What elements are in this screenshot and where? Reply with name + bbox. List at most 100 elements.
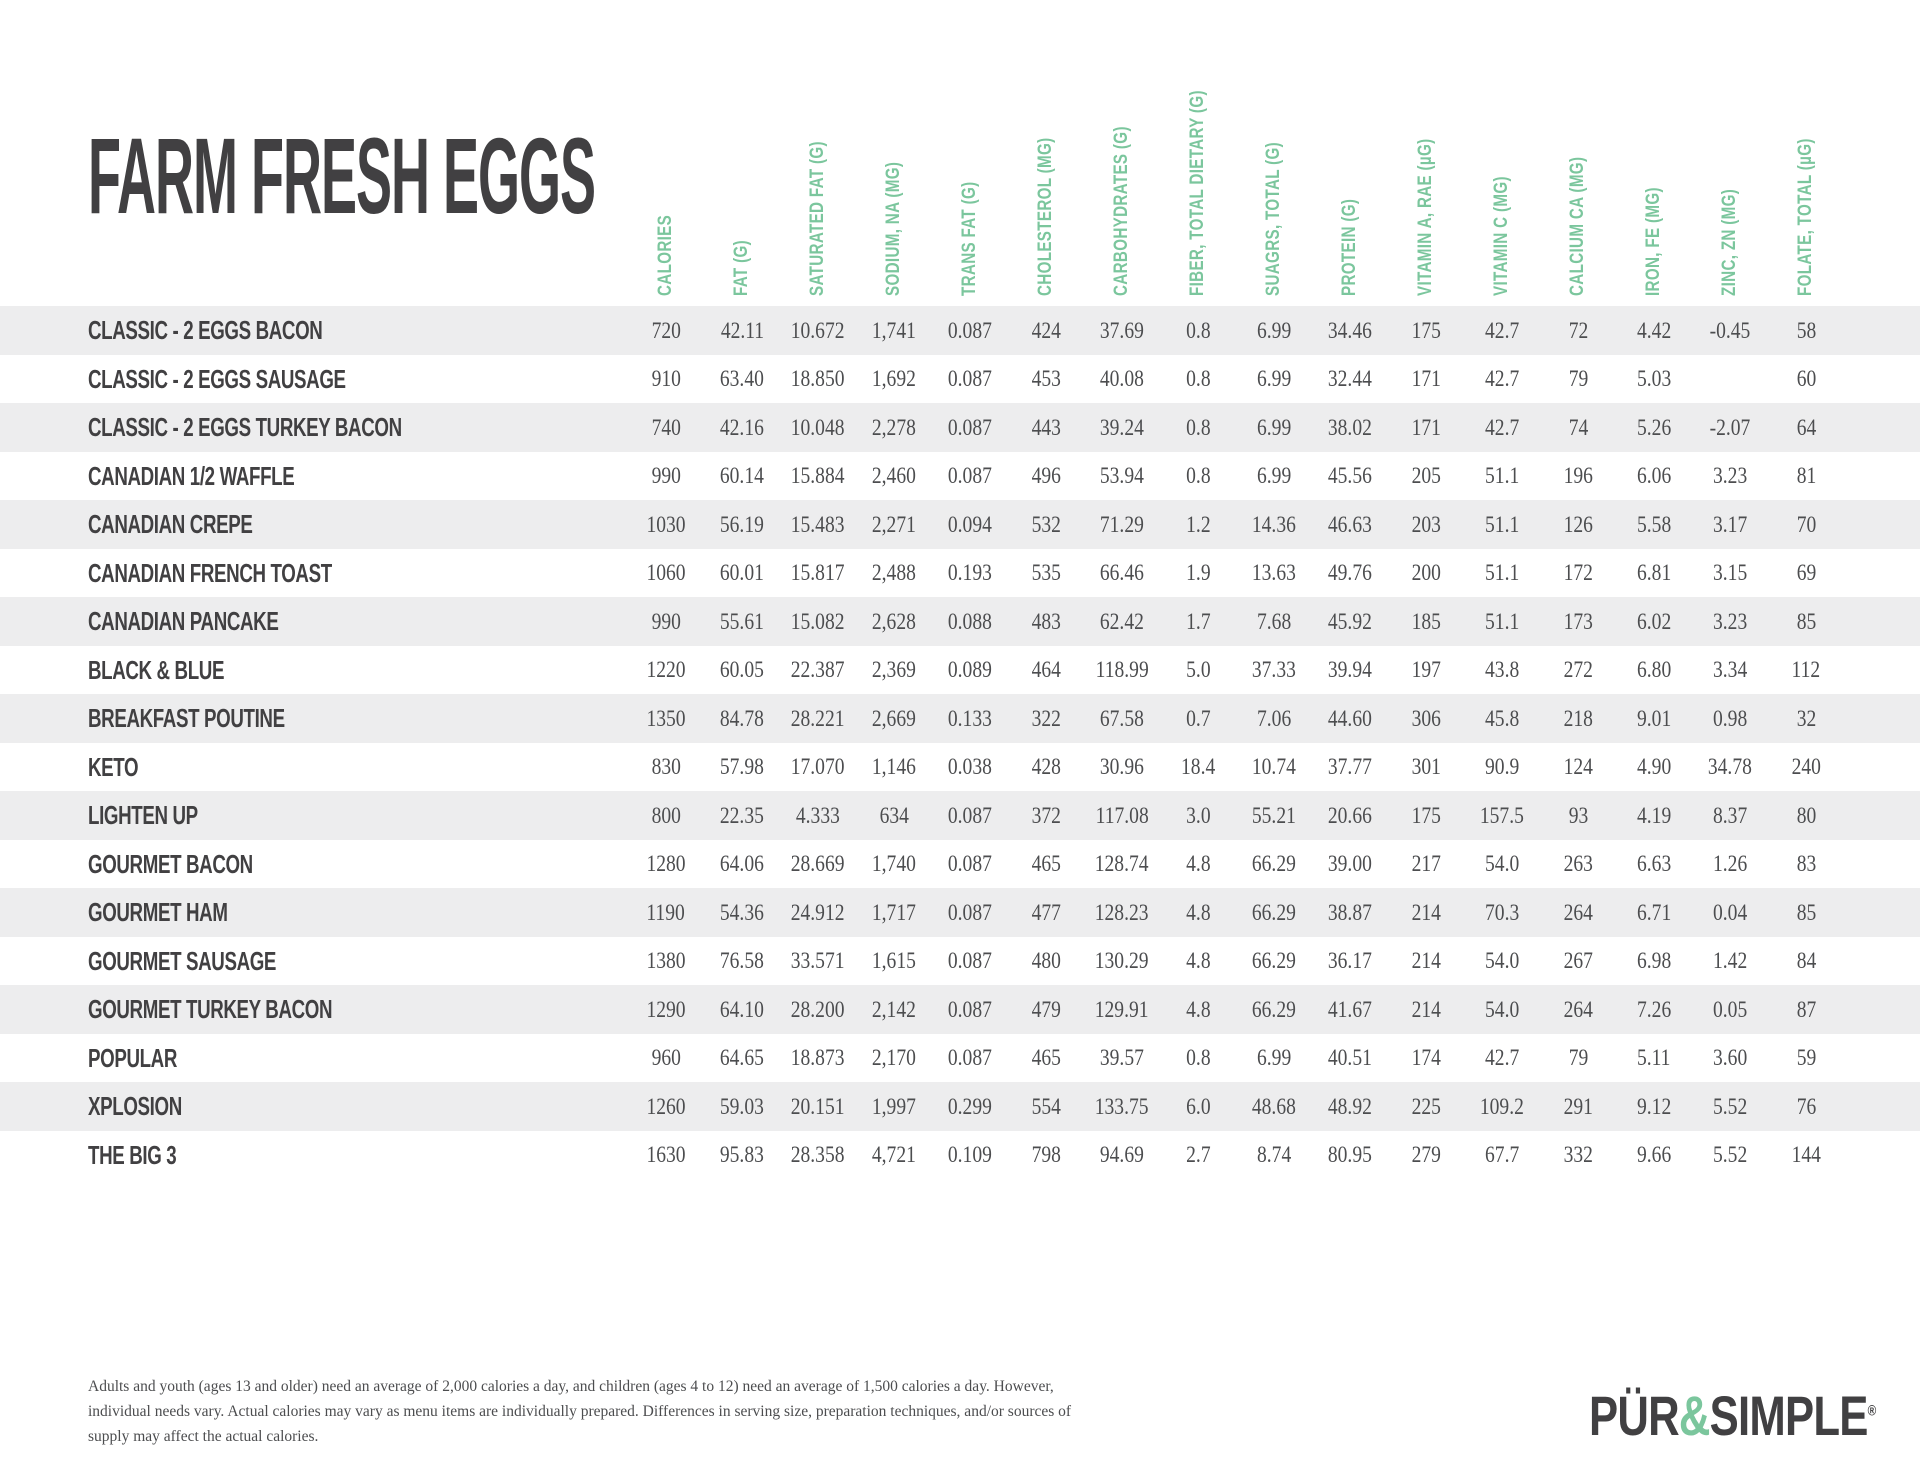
row-name: KETO: [0, 754, 628, 780]
nutrition-cell: 5.52: [1692, 1095, 1768, 1118]
nutrition-value: 30.96: [1100, 754, 1144, 780]
nutrition-value: 1,997: [872, 1093, 916, 1119]
nutrition-value: 79: [1568, 1045, 1588, 1071]
nutrition-cell: 4.19: [1616, 804, 1692, 827]
table-row: BREAKFAST POUTINE 1350 84.78 28.221 2,669 0.1…: [0, 694, 1920, 743]
nutrition-cell: 465: [1008, 1046, 1084, 1069]
nutrition-value: 175: [1411, 317, 1441, 343]
nutrition-value: 301: [1411, 754, 1441, 780]
nutrition-value: 479: [1031, 996, 1061, 1022]
nutrition-cell: 126: [1540, 513, 1616, 536]
nutrition-value: 6.99: [1256, 414, 1292, 440]
nutrition-value: 264: [1563, 996, 1593, 1022]
nutrition-value: 3.34: [1712, 657, 1748, 683]
nutrition-cell: 15.483: [780, 513, 856, 536]
nutrition-value: 480: [1031, 948, 1061, 974]
nutrition-value: 51.1: [1484, 560, 1520, 586]
nutrition-value: 64.65: [720, 1045, 764, 1071]
nutrition-value: 41.67: [1328, 996, 1372, 1022]
nutrition-cell: 800: [628, 804, 704, 827]
nutrition-cell: 17.070: [780, 755, 856, 778]
nutrition-cell: 424: [1008, 319, 1084, 342]
nutrition-value: 1190: [646, 899, 686, 925]
nutrition-value: 465: [1031, 851, 1061, 877]
nutrition-cell: 10.74: [1236, 755, 1312, 778]
nutrition-value: 322: [1031, 705, 1061, 731]
nutrition-value: 1,740: [872, 851, 916, 877]
nutrition-cell: 34.46: [1312, 319, 1388, 342]
nutrition-value: 70.3: [1484, 899, 1520, 925]
nutrition-cell: 480: [1008, 949, 1084, 972]
nutrition-value: 0.109: [948, 1142, 992, 1168]
nutrition-value: 214: [1411, 899, 1441, 925]
nutrition-value: 1,615: [872, 948, 916, 974]
nutrition-value: 196: [1563, 463, 1593, 489]
row-name-text: CLASSIC - 2 EGGS SAUSAGE: [88, 363, 346, 394]
nutrition-value: 4.8: [1185, 996, 1211, 1022]
nutrition-cell: 279: [1388, 1143, 1464, 1166]
nutrition-cell: 306: [1388, 707, 1464, 730]
nutrition-value: 46.63: [1328, 511, 1372, 537]
nutrition-cell: 1,741: [856, 319, 932, 342]
nutrition-cell: 42.7: [1464, 1046, 1540, 1069]
nutrition-value: 128.23: [1095, 899, 1149, 925]
nutrition-value: 10.048: [791, 414, 845, 440]
nutrition-value: 1,741: [872, 317, 916, 343]
nutrition-value: 39.24: [1100, 414, 1144, 440]
nutrition-cell: 53.94: [1084, 464, 1160, 487]
nutrition-value: 38.87: [1328, 899, 1372, 925]
nutrition-value: 3.23: [1712, 463, 1748, 489]
nutrition-cell: 55.21: [1236, 804, 1312, 827]
row-name: CANADIAN PANCAKE: [0, 608, 628, 634]
nutrition-cell: 6.71: [1616, 901, 1692, 924]
nutrition-value: 37.33: [1252, 657, 1296, 683]
nutrition-cell: 45.8: [1464, 707, 1540, 730]
nutrition-cell: 554: [1008, 1095, 1084, 1118]
nutrition-value: 443: [1031, 414, 1061, 440]
disclaimer-text: Adults and youth (ages 13 and older) nee…: [88, 1377, 1072, 1445]
row-name: CANADIAN CREPE: [0, 511, 628, 537]
nutrition-cell: 217: [1388, 852, 1464, 875]
nutrition-value: 1.2: [1185, 511, 1211, 537]
nutrition-cell: 990: [628, 464, 704, 487]
nutrition-cell: 66.29: [1236, 998, 1312, 1021]
nutrition-value: 6.99: [1256, 463, 1292, 489]
nutrition-cell: 94.69: [1084, 1143, 1160, 1166]
nutrition-cell: 532: [1008, 513, 1084, 536]
nutrition-value: 81: [1796, 463, 1816, 489]
column-header: FOLATE, TOTAL (µG): [1768, 52, 1844, 296]
nutrition-cell: 3.23: [1692, 610, 1768, 633]
nutrition-value: 93: [1568, 802, 1588, 828]
nutrition-cell: 535: [1008, 561, 1084, 584]
nutrition-value: 80: [1796, 802, 1816, 828]
row-name: BREAKFAST POUTINE: [0, 705, 628, 731]
nutrition-cell: 48.92: [1312, 1095, 1388, 1118]
nutrition-cell: 1.9: [1160, 561, 1236, 584]
nutrition-value: 5.11: [1637, 1045, 1671, 1071]
row-name: LIGHTEN UP: [0, 802, 628, 828]
nutrition-value: 0.8: [1185, 317, 1211, 343]
logo-pur: PÜR: [1588, 1384, 1680, 1447]
nutrition-value: 55.21: [1252, 802, 1296, 828]
nutrition-value: 33.571: [791, 948, 845, 974]
nutrition-value: 1.42: [1712, 948, 1748, 974]
nutrition-cell: 18.4: [1160, 755, 1236, 778]
nutrition-value: 74: [1568, 414, 1588, 440]
nutrition-cell: 830: [628, 755, 704, 778]
nutrition-cell: 84.78: [704, 707, 780, 730]
nutrition-cell: 479: [1008, 998, 1084, 1021]
nutrition-cell: 128.74: [1084, 852, 1160, 875]
column-header-label: CALORIES: [655, 214, 676, 296]
nutrition-cell: 6.0: [1160, 1095, 1236, 1118]
nutrition-cell: 1030: [628, 513, 704, 536]
column-header: CALCIUM CA (MG): [1540, 52, 1616, 296]
column-header-label: ZINC, ZN (MG): [1719, 188, 1740, 296]
nutrition-value: 17.070: [791, 754, 845, 780]
nutrition-value: 24.912: [791, 899, 845, 925]
nutrition-value: 117.08: [1095, 802, 1149, 828]
nutrition-value: 217: [1411, 851, 1441, 877]
nutrition-value: 83: [1796, 851, 1816, 877]
nutrition-value: 94.69: [1100, 1142, 1144, 1168]
nutrition-value: 197: [1411, 657, 1441, 683]
nutrition-cell: 0.8: [1160, 1046, 1236, 1069]
